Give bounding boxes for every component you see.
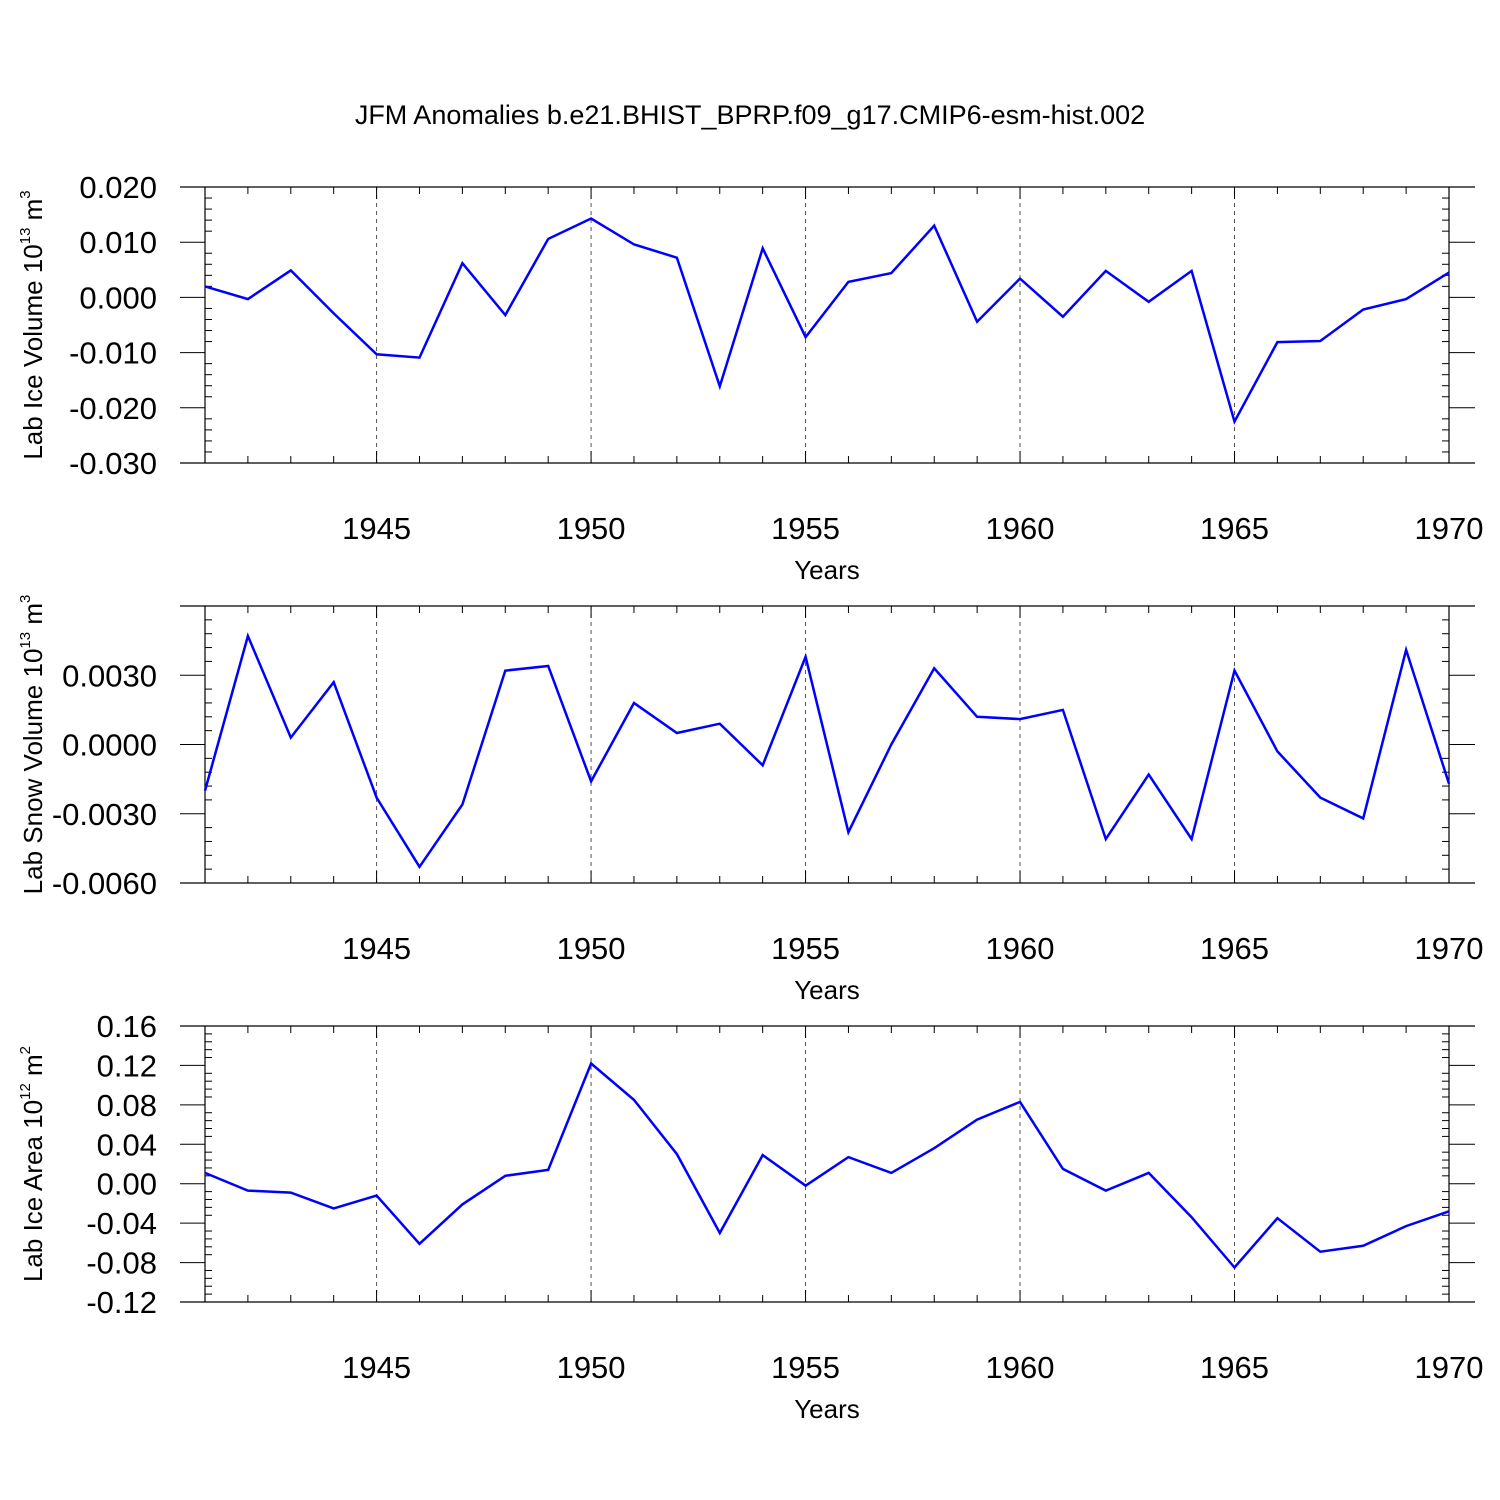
x-tick-label: 1970 bbox=[1415, 931, 1484, 966]
x-tick-label: 1955 bbox=[771, 1350, 840, 1385]
y-tick-label: -0.12 bbox=[86, 1285, 157, 1320]
series-line bbox=[204, 217, 1450, 425]
y-axis-label: Lab Ice Area 1012 m2 bbox=[17, 1046, 48, 1282]
panel-lab-ice-volume: -0.030 -0.020 -0.010 0.000 0.010 0.020 1945 195… bbox=[17, 170, 1483, 585]
x-tick-label: 1965 bbox=[1200, 931, 1269, 966]
y-tick-label: -0.08 bbox=[86, 1246, 157, 1281]
x-tick-label: 1960 bbox=[986, 1350, 1055, 1385]
y-tick-label: 0.0000 bbox=[62, 728, 157, 763]
x-axis-label: Years bbox=[794, 975, 860, 1005]
x-tick-label: 1965 bbox=[1200, 511, 1269, 546]
y-tick-label: -0.0060 bbox=[52, 866, 157, 901]
y-tick-label: 0.16 bbox=[97, 1009, 157, 1044]
x-tick-label: 1970 bbox=[1415, 1350, 1484, 1385]
x-tick-label: 1960 bbox=[986, 931, 1055, 966]
x-tick-label: 1945 bbox=[342, 511, 411, 546]
y-tick-label: -0.010 bbox=[69, 336, 157, 371]
y-tick-label: -0.020 bbox=[69, 391, 157, 426]
y-tick-label: -0.0030 bbox=[52, 797, 157, 832]
panel-lab-ice-area: -0.12 -0.08 -0.04 0.00 0.04 0.08 0.12 0.16 1945 1… bbox=[17, 1009, 1483, 1424]
y-tick-label: 0.12 bbox=[97, 1048, 157, 1083]
y-tick-label: 0.010 bbox=[79, 225, 157, 260]
series-line bbox=[204, 1061, 1450, 1270]
y-tick-label: 0.08 bbox=[97, 1088, 157, 1123]
x-tick-label: 1955 bbox=[771, 931, 840, 966]
y-axis-label: Lab Ice Volume 1013 m3 bbox=[17, 190, 48, 459]
x-axis-label: Years bbox=[794, 1394, 860, 1424]
y-tick-label: -0.04 bbox=[86, 1206, 157, 1241]
series-line bbox=[203, 632, 1451, 870]
figure-title: JFM Anomalies b.e21.BHIST_BPRP.f09_g17.C… bbox=[355, 100, 1145, 130]
x-tick-label: 1955 bbox=[771, 511, 840, 546]
x-axis-label: Years bbox=[794, 555, 860, 585]
y-tick-label: 0.0030 bbox=[62, 658, 157, 693]
x-tick-label: 1950 bbox=[557, 511, 626, 546]
y-axis-label: Lab Snow Volume 1013 m3 bbox=[17, 595, 48, 895]
x-tick-label: 1950 bbox=[557, 931, 626, 966]
y-tick-label: -0.030 bbox=[69, 446, 157, 481]
x-tick-label: 1965 bbox=[1200, 1350, 1269, 1385]
x-tick-label: 1945 bbox=[342, 931, 411, 966]
x-tick-label: 1945 bbox=[342, 1350, 411, 1385]
y-tick-label: 0.000 bbox=[79, 280, 157, 315]
y-tick-label: 0.00 bbox=[97, 1167, 157, 1202]
x-tick-label: 1960 bbox=[986, 511, 1055, 546]
y-tick-label: 0.020 bbox=[79, 170, 157, 205]
panel-lab-snow-volume: -0.0060 -0.0030 0.0000 0.0030 1945 1950 1955 19… bbox=[17, 595, 1483, 1005]
x-tick-label: 1970 bbox=[1415, 511, 1484, 546]
x-tick-label: 1950 bbox=[557, 1350, 626, 1385]
y-tick-label: 0.04 bbox=[97, 1127, 157, 1162]
